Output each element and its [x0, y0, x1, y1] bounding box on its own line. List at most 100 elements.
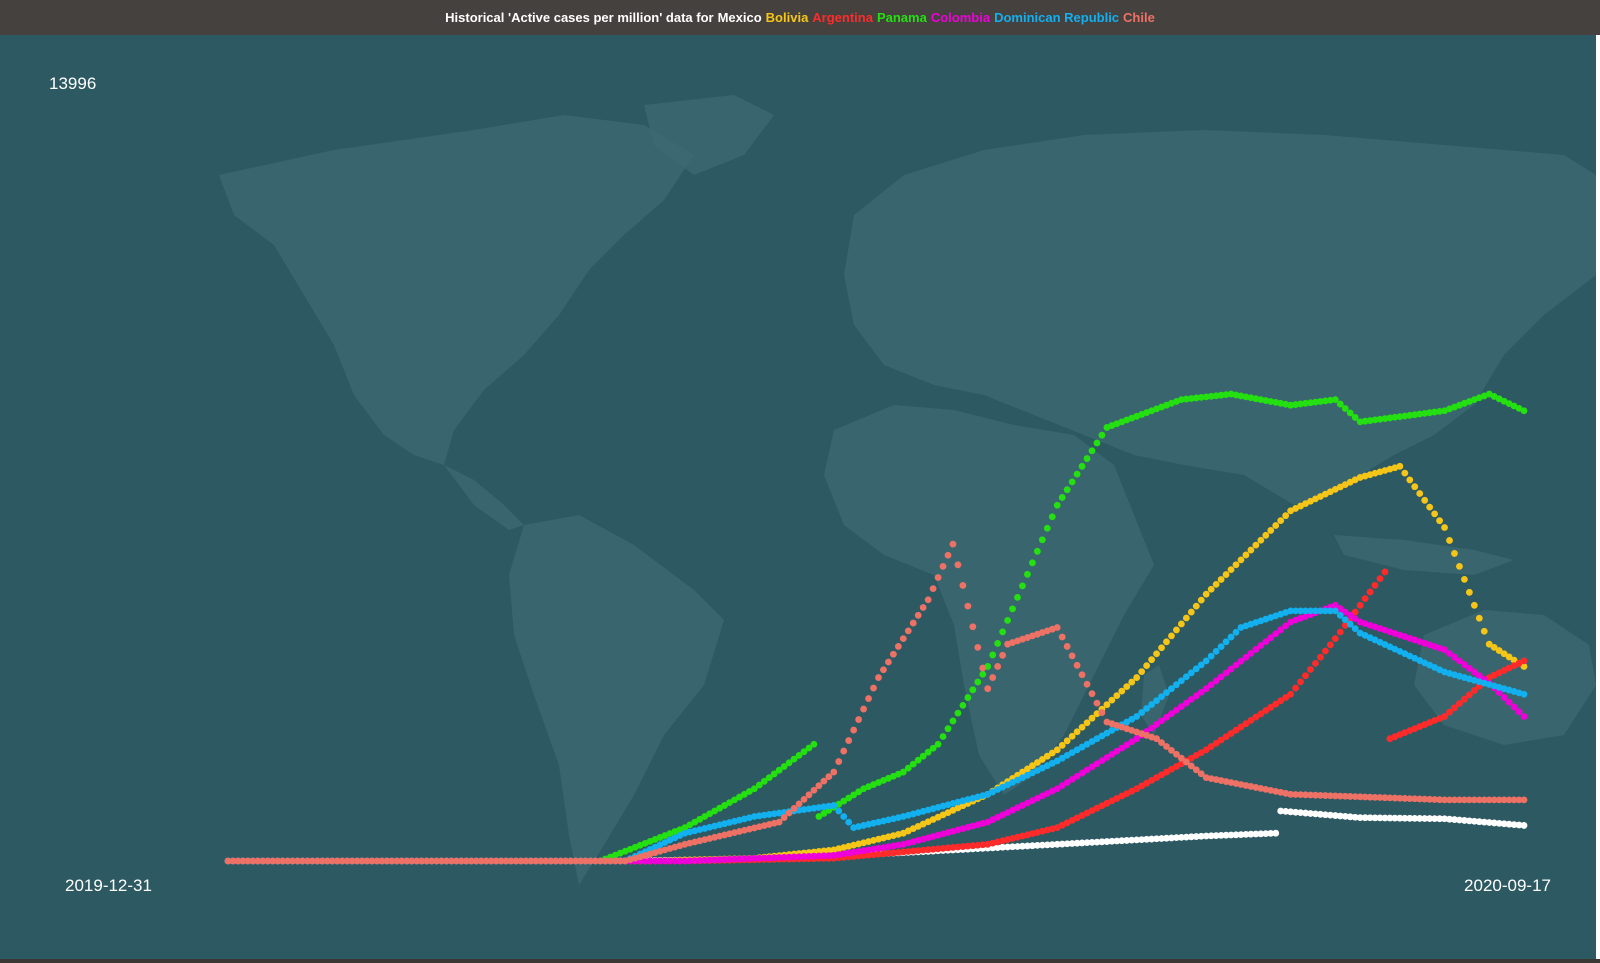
point-chile: [1163, 743, 1170, 750]
point-panama: [1361, 417, 1369, 425]
point-chile: [1346, 793, 1354, 800]
point-panama: [840, 797, 848, 805]
point-argentina: [1158, 771, 1165, 779]
point-chile: [229, 857, 237, 865]
point-dominican-republic: [845, 818, 853, 826]
point-argentina: [1520, 657, 1528, 665]
point-panama: [1029, 559, 1036, 567]
point-dominican-republic: [1058, 754, 1066, 762]
point-panama: [1391, 413, 1399, 421]
point-panama: [1287, 401, 1295, 409]
point-bolivia: [825, 847, 833, 854]
point-mexico: [1083, 839, 1091, 847]
point-panama: [1421, 409, 1429, 417]
point-mexico: [1019, 842, 1026, 850]
point-chile: [552, 857, 560, 865]
point-mexico: [1029, 842, 1036, 850]
point-argentina: [1222, 733, 1230, 741]
point-chile: [487, 857, 495, 865]
point-dominican-republic: [750, 813, 758, 820]
point-chile: [328, 857, 336, 865]
point-bolivia: [1038, 755, 1046, 763]
point-chile: [984, 685, 992, 693]
point-dominican-republic: [1123, 718, 1131, 726]
point-argentina: [1381, 568, 1389, 576]
point-chile: [1058, 633, 1066, 641]
point-bolivia: [1103, 701, 1111, 709]
point-mexico: [989, 844, 997, 852]
point-panama: [1302, 399, 1309, 407]
point-chile: [1456, 796, 1463, 804]
point-mexico: [1024, 842, 1031, 850]
point-colombia: [1063, 779, 1071, 786]
point-mexico: [1138, 836, 1146, 843]
point-chile: [894, 643, 902, 650]
point-mexico: [1371, 814, 1379, 822]
point-chile: [1421, 795, 1429, 803]
point-chile: [1153, 735, 1160, 743]
point-mexico: [1073, 839, 1081, 847]
point-colombia: [1098, 757, 1106, 764]
point-chile: [1411, 795, 1419, 803]
point-chile: [1297, 791, 1304, 799]
point-dominican-republic: [1297, 607, 1304, 615]
point-dominican-republic: [1093, 735, 1101, 743]
point-chile: [388, 857, 396, 865]
point-chile: [904, 627, 912, 635]
point-bolivia: [1143, 662, 1151, 670]
point-dominican-republic: [1341, 616, 1349, 624]
point-chile: [1480, 796, 1488, 804]
point-bolivia: [1490, 643, 1498, 651]
point-argentina: [894, 848, 902, 856]
point-chile: [934, 574, 942, 581]
point-colombia: [1083, 766, 1091, 774]
point-mexico: [1346, 813, 1354, 821]
point-bolivia: [1058, 741, 1066, 749]
point-chile: [999, 651, 1007, 659]
point-argentina: [1376, 575, 1384, 583]
point-chile: [1173, 750, 1180, 758]
point-chile: [1312, 791, 1319, 799]
point-mexico: [1446, 815, 1453, 823]
point-panama: [1321, 397, 1329, 405]
point-colombia: [1153, 721, 1160, 728]
point-chile: [974, 643, 982, 651]
point-chile: [462, 857, 470, 865]
point-chile: [835, 758, 843, 765]
point-chile: [527, 857, 535, 865]
point-colombia: [1163, 713, 1170, 721]
point-chile: [249, 857, 257, 865]
point-bolivia: [1277, 517, 1285, 525]
point-panama: [1212, 392, 1220, 400]
point-argentina: [1207, 743, 1215, 750]
point-bolivia: [1073, 728, 1081, 736]
point-argentina: [1232, 726, 1240, 734]
point-chile: [467, 857, 475, 865]
point-colombia: [1465, 664, 1473, 672]
point-chile: [994, 663, 1002, 670]
point-panama: [1068, 478, 1076, 486]
point-chile: [790, 805, 798, 812]
point-bolivia: [1123, 683, 1131, 690]
point-chile: [343, 857, 351, 865]
point-chile: [522, 857, 530, 865]
point-chile: [880, 666, 887, 674]
x-end-label: 2020-09-17: [1464, 876, 1551, 895]
point-bolivia: [1461, 575, 1468, 583]
point-colombia: [1187, 695, 1195, 703]
point-argentina: [1277, 697, 1285, 705]
point-panama: [1083, 455, 1091, 462]
point-chile: [453, 857, 460, 865]
point-chile: [889, 650, 897, 658]
point-colombia: [661, 857, 669, 865]
point-chile: [482, 857, 490, 865]
point-argentina: [1197, 749, 1205, 757]
point-chile: [959, 582, 967, 589]
point-bolivia: [1217, 576, 1225, 583]
point-mexico: [1500, 820, 1508, 828]
point-panama: [1336, 400, 1344, 408]
point-chile: [572, 857, 579, 865]
point-colombia: [810, 852, 818, 860]
point-dominican-republic: [1133, 713, 1141, 720]
point-chile: [428, 857, 435, 865]
